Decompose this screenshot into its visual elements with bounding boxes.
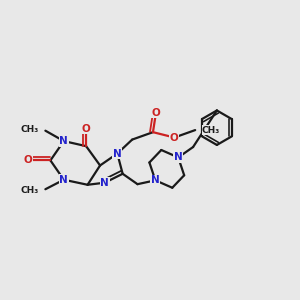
Text: CH₃: CH₃ xyxy=(21,125,39,134)
Text: O: O xyxy=(170,133,179,142)
Text: O: O xyxy=(24,155,32,165)
Text: N: N xyxy=(59,136,68,146)
Text: N: N xyxy=(59,175,68,185)
Text: N: N xyxy=(174,152,183,162)
Text: O: O xyxy=(152,108,160,118)
Text: O: O xyxy=(82,124,91,134)
Text: N: N xyxy=(151,175,160,185)
Text: N: N xyxy=(113,148,122,159)
Text: CH₃: CH₃ xyxy=(21,186,39,195)
Text: CH₃: CH₃ xyxy=(202,126,220,135)
Text: N: N xyxy=(100,178,109,188)
